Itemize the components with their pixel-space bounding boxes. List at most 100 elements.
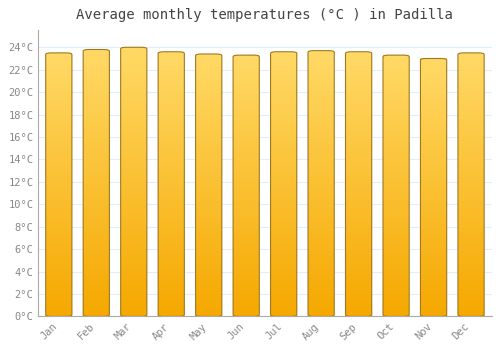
- Bar: [346, 181, 372, 184]
- Bar: [83, 106, 110, 108]
- Bar: [420, 239, 446, 241]
- Bar: [270, 279, 297, 282]
- Bar: [346, 195, 372, 197]
- Bar: [83, 244, 110, 247]
- Bar: [233, 97, 260, 99]
- Bar: [420, 205, 446, 208]
- Bar: [83, 127, 110, 130]
- Bar: [233, 188, 260, 191]
- Bar: [420, 84, 446, 87]
- Bar: [270, 115, 297, 118]
- Bar: [308, 112, 334, 114]
- Bar: [46, 150, 72, 153]
- Bar: [158, 208, 184, 211]
- Bar: [383, 97, 409, 99]
- Bar: [233, 238, 260, 241]
- Bar: [420, 61, 446, 64]
- Bar: [420, 136, 446, 139]
- Bar: [458, 121, 484, 124]
- Bar: [196, 209, 222, 211]
- Bar: [308, 72, 334, 75]
- Bar: [196, 196, 222, 198]
- Bar: [420, 273, 446, 275]
- Bar: [120, 141, 147, 144]
- Bar: [420, 247, 446, 250]
- Bar: [83, 188, 110, 191]
- Bar: [196, 264, 222, 267]
- Bar: [458, 224, 484, 227]
- Bar: [458, 214, 484, 216]
- Bar: [83, 204, 110, 207]
- Bar: [420, 162, 446, 164]
- Bar: [458, 201, 484, 203]
- Bar: [270, 86, 297, 89]
- Bar: [196, 109, 222, 112]
- Bar: [420, 283, 446, 286]
- Bar: [270, 54, 297, 57]
- Bar: [196, 238, 222, 240]
- Bar: [196, 177, 222, 180]
- Bar: [158, 237, 184, 240]
- Bar: [158, 203, 184, 205]
- Bar: [383, 60, 409, 63]
- Bar: [196, 54, 222, 57]
- Bar: [420, 149, 446, 151]
- Bar: [270, 272, 297, 274]
- Bar: [308, 176, 334, 178]
- Bar: [196, 64, 222, 67]
- Bar: [83, 175, 110, 178]
- Bar: [458, 253, 484, 256]
- Bar: [308, 160, 334, 162]
- Bar: [270, 213, 297, 216]
- Bar: [120, 209, 147, 211]
- Bar: [383, 120, 409, 123]
- Bar: [308, 271, 334, 274]
- Bar: [346, 309, 372, 311]
- Bar: [420, 252, 446, 254]
- Bar: [120, 306, 147, 308]
- Bar: [120, 273, 147, 276]
- Bar: [346, 145, 372, 147]
- Bar: [83, 76, 110, 79]
- Bar: [270, 121, 297, 123]
- Bar: [158, 123, 184, 126]
- Bar: [120, 289, 147, 292]
- Bar: [270, 205, 297, 208]
- Bar: [196, 217, 222, 219]
- Bar: [120, 265, 147, 268]
- Bar: [46, 61, 72, 63]
- Bar: [383, 212, 409, 215]
- Bar: [196, 138, 222, 141]
- Bar: [196, 261, 222, 264]
- Bar: [233, 113, 260, 115]
- Bar: [233, 275, 260, 277]
- Bar: [233, 68, 260, 71]
- Bar: [120, 254, 147, 257]
- Bar: [120, 187, 147, 190]
- Bar: [346, 73, 372, 76]
- Bar: [458, 69, 484, 71]
- Bar: [158, 150, 184, 152]
- Bar: [270, 195, 297, 197]
- Bar: [46, 219, 72, 222]
- Bar: [458, 63, 484, 66]
- Bar: [458, 206, 484, 208]
- Bar: [46, 280, 72, 282]
- Bar: [308, 117, 334, 120]
- Bar: [346, 84, 372, 86]
- Bar: [196, 114, 222, 117]
- Bar: [420, 265, 446, 267]
- Bar: [346, 295, 372, 298]
- Bar: [346, 184, 372, 187]
- Bar: [233, 170, 260, 173]
- Bar: [196, 190, 222, 193]
- Bar: [270, 232, 297, 235]
- Bar: [120, 262, 147, 265]
- Bar: [158, 216, 184, 218]
- Bar: [83, 178, 110, 180]
- Bar: [233, 131, 260, 134]
- Bar: [83, 236, 110, 239]
- Bar: [270, 134, 297, 136]
- Bar: [158, 99, 184, 102]
- Bar: [196, 154, 222, 156]
